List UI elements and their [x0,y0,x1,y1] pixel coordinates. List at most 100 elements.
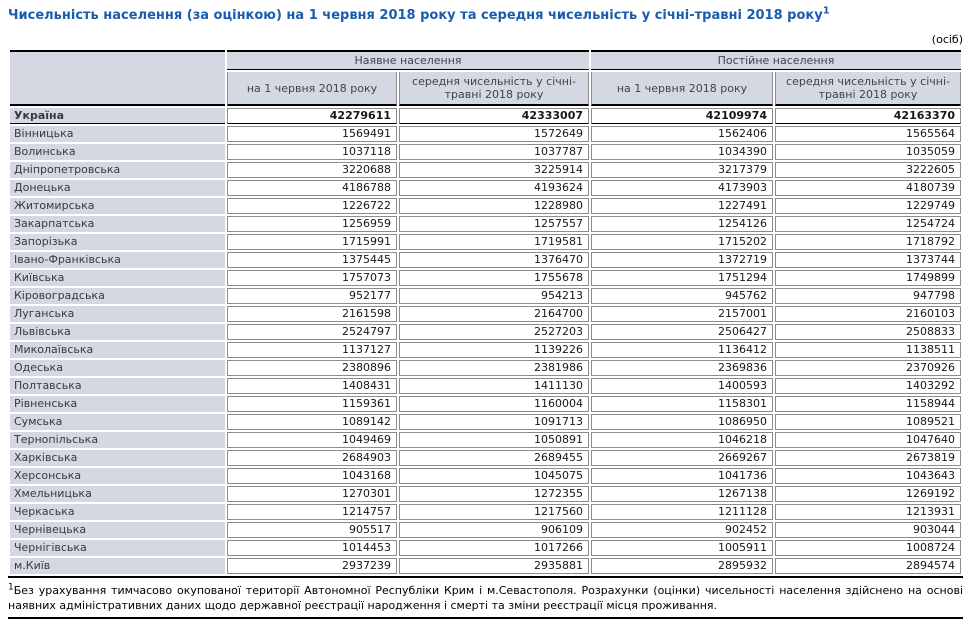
value-cell: 1565564 [775,126,961,142]
region-label: Полтавська [10,378,225,394]
region-label: Волинська [10,144,225,160]
region-label: Херсонська [10,468,225,484]
value-cell: 1043168 [227,468,397,484]
value-cell: 42109974 [591,108,773,124]
region-label: Рівненська [10,396,225,412]
value-cell: 952177 [227,288,397,304]
value-cell: 4186788 [227,180,397,196]
region-label: Кіровоградська [10,288,225,304]
value-cell: 945762 [591,288,773,304]
value-cell: 42333007 [399,108,589,124]
value-cell: 1047640 [775,432,961,448]
table-header: Наявне населення Постійне населення на 1… [10,50,961,106]
value-cell: 1160004 [399,396,589,412]
value-cell: 1400593 [591,378,773,394]
footnote: 1Без урахування тимчасово окупованої тер… [8,583,963,613]
table-row: Донецька 4186788 4193624 4173903 4180739 [10,180,961,196]
value-cell: 1227491 [591,198,773,214]
value-cell: 2370926 [775,360,961,376]
value-cell: 2380896 [227,360,397,376]
table-row: Хмельницька 1270301 1272355 1267138 1269192 [10,486,961,502]
region-label: Донецька [10,180,225,196]
value-cell: 906109 [399,522,589,538]
page-title: Чисельність населення (за оцінкою) на 1 … [8,6,963,24]
table-row: Івано-Франківська 1375445 1376470 1372719 13… [10,252,961,268]
table-row: Вінницька 1569491 1572649 1562406 1565564 [10,126,961,142]
region-label: Івано-Франківська [10,252,225,268]
region-label: Україна [10,108,225,124]
value-cell: 1757073 [227,270,397,286]
value-cell: 1035059 [775,144,961,160]
value-cell: 1017266 [399,540,589,556]
table-row: Львівська 2524797 2527203 2506427 2508833 [10,324,961,340]
value-cell: 1043643 [775,468,961,484]
table-row: Київська 1757073 1755678 1751294 1749899 [10,270,961,286]
value-cell: 2508833 [775,324,961,340]
region-label: Тернопільська [10,432,225,448]
table-body: Україна 42279611 42333007 42109974 42163370 В… [10,108,961,574]
table-row: Одеська 2380896 2381986 2369836 2370926 [10,360,961,376]
value-cell: 3225914 [399,162,589,178]
value-cell: 1373744 [775,252,961,268]
value-cell: 902452 [591,522,773,538]
sub-header-row: на 1 червня 2018 року середня чисельніст… [10,72,961,106]
value-cell: 1254724 [775,216,961,232]
table-row: Чернігівська 1014453 1017266 1005911 1008724 [10,540,961,556]
value-cell: 1256959 [227,216,397,232]
table-row: Рівненська 1159361 1160004 1158301 1158944 [10,396,961,412]
value-cell: 1089521 [775,414,961,430]
value-cell: 1046218 [591,432,773,448]
value-cell: 1569491 [227,126,397,142]
value-cell: 2935881 [399,558,589,574]
value-cell: 1213931 [775,504,961,520]
value-cell: 954213 [399,288,589,304]
value-cell: 1217560 [399,504,589,520]
value-cell: 4180739 [775,180,961,196]
page-title-text: Чисельність населення (за оцінкою) на 1 … [8,8,823,23]
region-label: Закарпатська [10,216,225,232]
group-header-row: Наявне населення Постійне населення [10,50,961,106]
value-cell: 1254126 [591,216,773,232]
table-row-total: Україна 42279611 42333007 42109974 42163370 [10,108,961,124]
value-cell: 905517 [227,522,397,538]
region-label: Київська [10,270,225,286]
region-label: м.Київ [10,558,225,574]
value-cell: 1715991 [227,234,397,250]
value-cell: 1375445 [227,252,397,268]
value-cell: 2506427 [591,324,773,340]
value-cell: 1158944 [775,396,961,412]
subheader-present-average: середня чисельність у січні-травні 2018 … [399,72,589,106]
value-cell: 1267138 [591,486,773,502]
value-cell: 1270301 [227,486,397,502]
region-label: Черкаська [10,504,225,520]
value-cell: 2895932 [591,558,773,574]
value-cell: 1137127 [227,342,397,358]
table-row: Запорізька 1715991 1719581 1715202 1718792 [10,234,961,250]
value-cell: 2160103 [775,306,961,322]
value-cell: 42279611 [227,108,397,124]
value-cell: 1226722 [227,198,397,214]
table-row: Черкаська 1214757 1217560 1211128 1213931 [10,504,961,520]
subheader-permanent-average: середня чисельність у січні-травні 2018 … [775,72,961,106]
value-cell: 2369836 [591,360,773,376]
value-cell: 1045075 [399,468,589,484]
value-cell: 1751294 [591,270,773,286]
value-cell: 2673819 [775,450,961,466]
group-header-present-population: Наявне населення [227,50,589,70]
value-cell: 1041736 [591,468,773,484]
corner-cell [10,50,225,106]
population-table: Наявне населення Постійне населення на 1… [8,48,963,576]
subheader-permanent-june1: на 1 червня 2018 року [591,72,773,106]
value-cell: 1403292 [775,378,961,394]
region-label: Чернівецька [10,522,225,538]
region-label: Житомирська [10,198,225,214]
value-cell: 3220688 [227,162,397,178]
table-row: Кіровоградська 952177 954213 945762 947798 [10,288,961,304]
table-row: Харківська 2684903 2689455 2669267 2673819 [10,450,961,466]
value-cell: 1211128 [591,504,773,520]
table-row: м.Київ 2937239 2935881 2895932 2894574 [10,558,961,574]
value-cell: 1139226 [399,342,589,358]
table-row: Волинська 1037118 1037787 1034390 1035059 [10,144,961,160]
value-cell: 1718792 [775,234,961,250]
region-label: Львівська [10,324,225,340]
